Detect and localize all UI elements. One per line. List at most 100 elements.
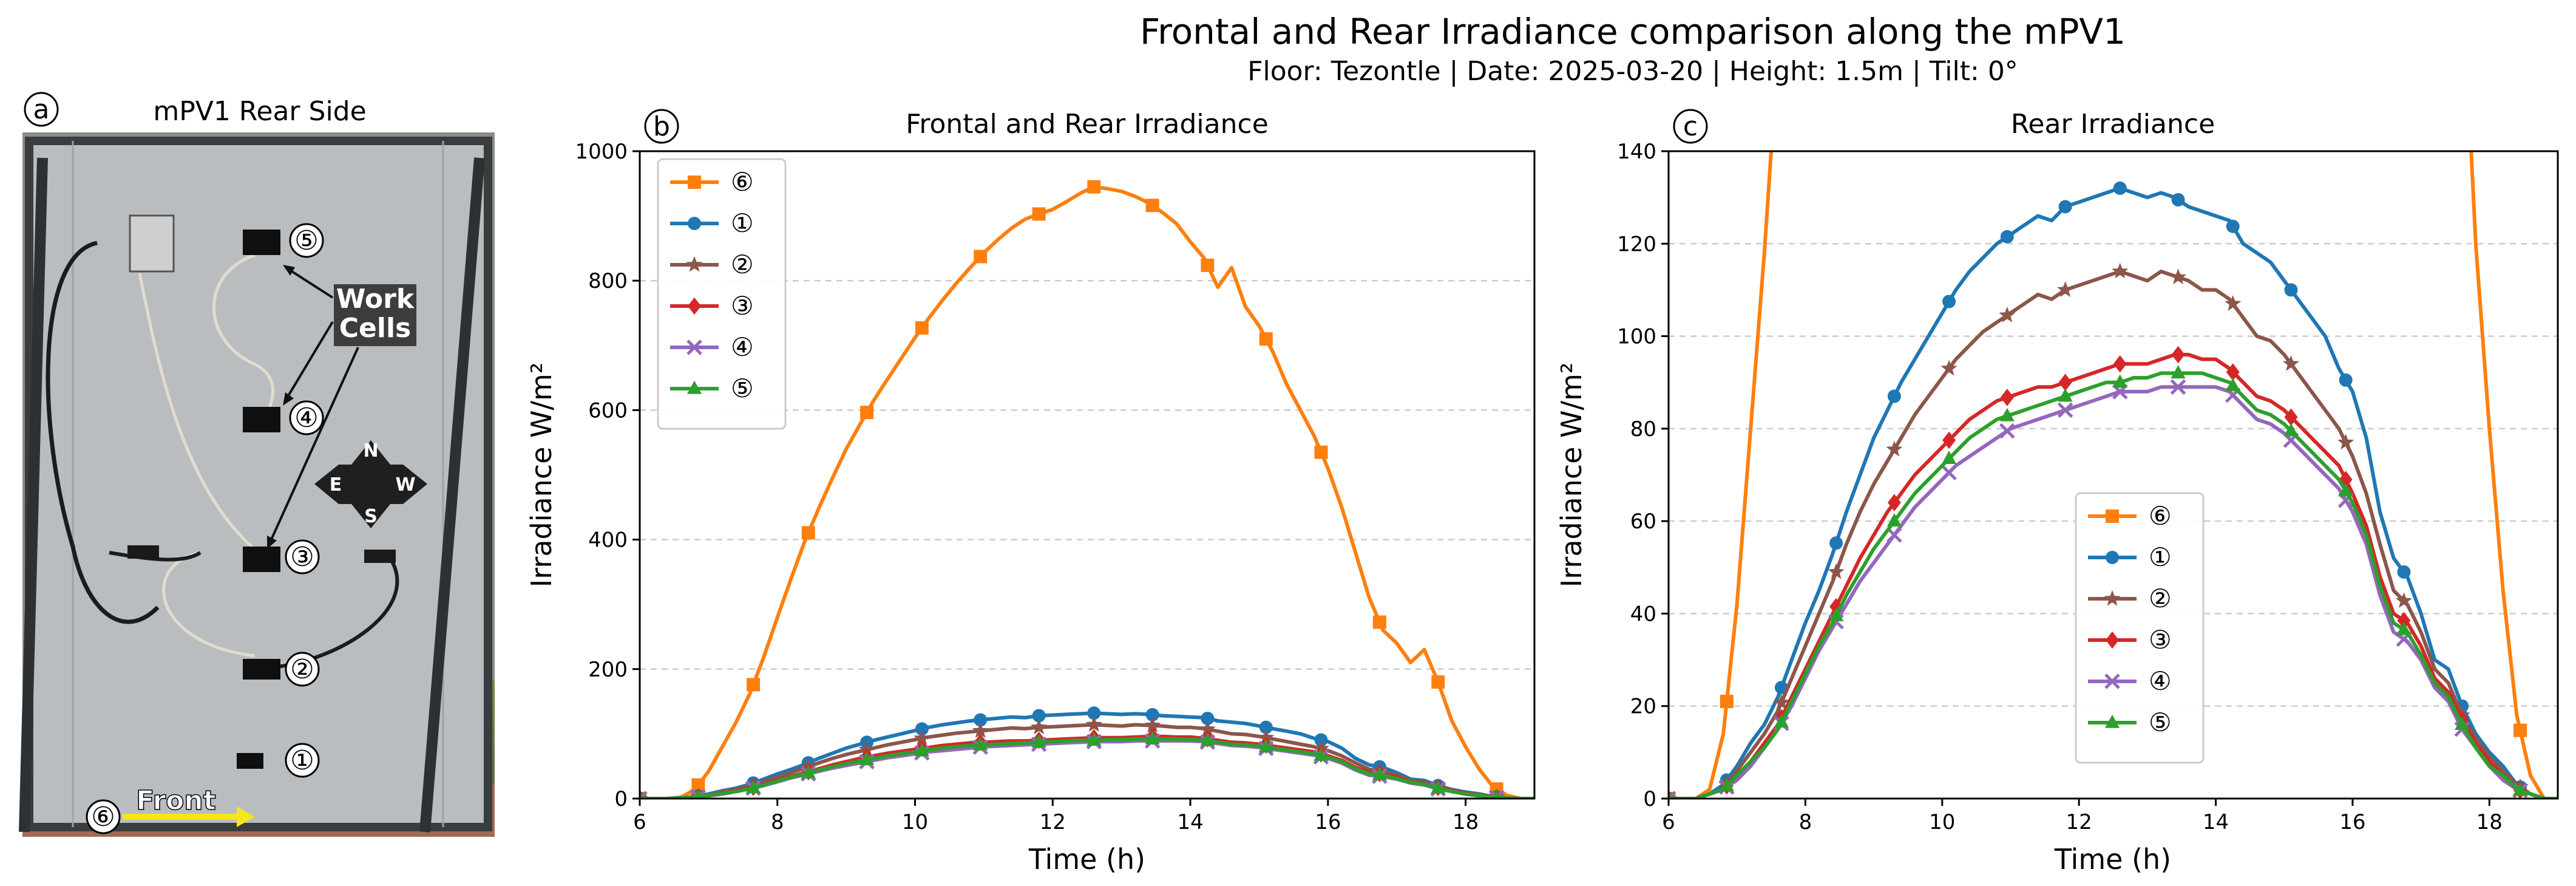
cell-marker-5-label: ⑤: [294, 225, 318, 256]
series-line-0: [640, 185, 1534, 799]
data-point: [1999, 423, 2015, 439]
cell-marker-1: [285, 743, 320, 778]
legend-label: ⑤: [731, 373, 754, 403]
legend-marker: [2106, 631, 2119, 649]
y-tick-label: 800: [588, 269, 628, 293]
x-tick-label: 12: [1040, 810, 1066, 834]
data-point: [1372, 766, 1387, 780]
data-point: [2058, 388, 2073, 402]
photo-panel: a mPV1 Rear Side ⑤ ④ ③ ② ① Work: [19, 92, 495, 837]
chart-b-frame: [639, 150, 1536, 800]
data-point: [2396, 621, 2412, 635]
chart-c: 0 20 40 60 80 100 120 140 6 8 10 12 14 16 18 c Rear Ir…: [1555, 109, 2559, 876]
data-point: [1719, 777, 1734, 791]
y-tick-label: 400: [588, 528, 628, 553]
legend-marker: [686, 380, 702, 394]
data-point: [1940, 360, 1957, 376]
data-point: [1999, 307, 2016, 322]
data-point: [2170, 379, 2186, 395]
data-point: [1491, 789, 1502, 799]
figure-subtitle: Floor: Tezontle | Date: 2025-03-20 | Hei…: [1247, 56, 2018, 87]
data-point: [691, 778, 705, 792]
data-point: [1431, 675, 1445, 689]
data-point: [2455, 716, 2470, 730]
data-point: [1200, 732, 1215, 746]
compass-icon: N S E W: [314, 440, 427, 528]
data-point: [1669, 790, 1673, 799]
legend-marker: [2106, 509, 2119, 523]
y-tick-label: 120: [1617, 232, 1656, 256]
panel-a-badge-circle: [24, 92, 59, 127]
data-point: [2000, 389, 2014, 406]
data-point: [745, 780, 761, 794]
work-cell-2: [243, 659, 280, 680]
data-point: [2058, 200, 2072, 214]
chart-b-series: [640, 180, 1534, 799]
connector: [127, 545, 159, 559]
data-point: [1999, 407, 2015, 421]
data-point: [1145, 731, 1160, 745]
sensor-wire: [138, 273, 256, 551]
data-point: [2225, 295, 2242, 311]
cell-marker-1-label: ①: [290, 745, 314, 776]
data-point: [693, 788, 704, 799]
data-point: [972, 722, 989, 738]
x-tick-label: 6: [633, 810, 646, 834]
data-point: [1720, 695, 1734, 709]
y-tick-label: 0: [614, 787, 628, 811]
cell-marker-3-label: ③: [290, 542, 314, 573]
data-point: [1942, 295, 1956, 308]
series-line-3: [640, 734, 1534, 799]
series-line-4: [640, 739, 1534, 799]
data-point: [2057, 281, 2074, 297]
work-cell-3: [243, 547, 280, 572]
chart-b: 0 200 400 600 800 1000 6 8 10 12 14 16 18 b Frontal …: [525, 109, 1536, 876]
sensor-marker-6: [86, 799, 121, 834]
front-label: Front: [136, 785, 216, 816]
data-point: [2171, 346, 2185, 364]
data-point: [1031, 718, 1048, 735]
data-point: [1941, 451, 1957, 465]
data-point: [915, 722, 929, 736]
sensor-wire: [162, 551, 256, 658]
data-point: [1828, 563, 1845, 579]
data-point: [1258, 739, 1273, 753]
data-point: [1774, 714, 1789, 728]
chart-b-xlabel: Time (h): [1028, 843, 1145, 876]
data-point: [1087, 180, 1101, 194]
legend-label: ①: [2149, 542, 2172, 572]
chart-c-badge-circle: [1673, 109, 1708, 144]
data-point: [1372, 615, 1386, 629]
data-point: [1259, 720, 1273, 734]
figure-title: Frontal and Rear Irradiance comparison a…: [1140, 11, 2126, 52]
data-point: [1828, 608, 1844, 622]
data-point: [2337, 434, 2354, 450]
chart-c-legend: ⑥ ① ② ③ ④ ⑤: [2075, 492, 2205, 764]
data-point: [860, 406, 874, 420]
data-point: [1314, 445, 1328, 459]
data-point: [1313, 747, 1329, 761]
legend-label: ④: [2149, 666, 2172, 696]
legend-marker: [688, 175, 701, 189]
sensor-marker-6-label: ⑥: [91, 802, 115, 833]
x-tick-label: 8: [1799, 810, 1812, 834]
data-point: [974, 713, 988, 727]
chart-c-title: Rear Irradiance: [2011, 109, 2215, 140]
chart-c-badge: c: [1683, 111, 1698, 142]
data-point: [974, 250, 988, 264]
y-tick-label: 60: [1630, 509, 1656, 534]
work-cells-label-box: [331, 282, 419, 349]
data-point: [2283, 423, 2299, 437]
data-point: [915, 321, 929, 335]
arrow-head: [283, 392, 294, 406]
data-point: [2112, 262, 2129, 279]
work-cell-4: [243, 407, 280, 432]
arrow-head: [283, 265, 295, 276]
data-point: [1886, 440, 1903, 457]
x-tick-label: 10: [1929, 810, 1955, 834]
series-line-3: [1669, 353, 2558, 799]
data-point: [1773, 693, 1790, 710]
data-point: [913, 729, 930, 746]
cell-marker-4-label: ④: [294, 403, 318, 434]
